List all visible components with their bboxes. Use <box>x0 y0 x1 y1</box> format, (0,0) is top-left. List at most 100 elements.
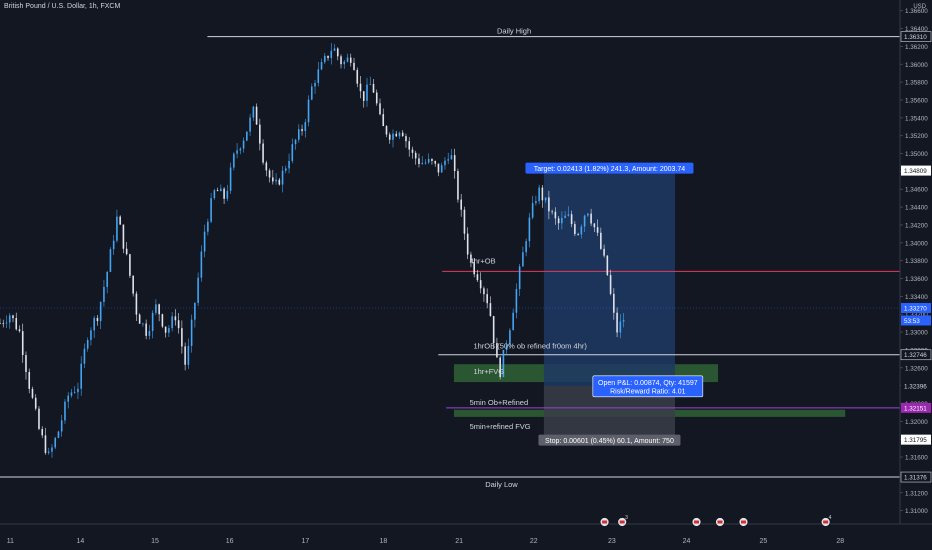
candle-46 <box>148 330 151 336</box>
candle-135 <box>437 163 440 173</box>
candle-102 <box>330 50 333 58</box>
candle-62 <box>200 251 203 278</box>
event-flag-4 <box>740 520 746 524</box>
candle-32 <box>103 286 105 302</box>
candle-156 <box>505 344 508 350</box>
target-label-bg <box>525 162 694 174</box>
y-tick-label-16: 1.34200 <box>905 222 928 229</box>
candle-10 <box>31 388 34 398</box>
candle-9 <box>28 371 31 389</box>
event-label-5: 4 <box>829 515 832 521</box>
candle-138 <box>447 159 449 161</box>
y-tick-label-5: 1.32000 <box>905 419 928 426</box>
x-tick-label-10: 25 <box>759 538 767 545</box>
candle-16 <box>51 447 53 452</box>
x-tick-label-3: 16 <box>226 538 234 545</box>
zone-label-1: 5min+refined FVG <box>470 422 531 431</box>
candle-107 <box>346 57 349 62</box>
pnl-label: Open P&L: 0.00874, Qty: 41597 <box>598 380 698 387</box>
x-tick-label-6: 21 <box>455 538 463 545</box>
candle-134 <box>434 161 437 164</box>
y-tick-label-15: 1.34000 <box>905 240 928 247</box>
candle-76 <box>246 131 248 141</box>
price-label-0: 1.36310 <box>904 34 927 41</box>
y-tick-label-11: 1.33200 <box>905 312 928 319</box>
price-label-bg-6 <box>901 402 931 413</box>
candle-45 <box>145 323 147 336</box>
candle-165 <box>535 201 537 204</box>
price-axis-bg <box>900 0 932 550</box>
candle-17 <box>54 437 57 448</box>
stop-label: Stop: 0.00601 (0.45%) 60.1, Amount: 750 <box>545 438 674 445</box>
candle-140 <box>453 155 456 172</box>
candle-83 <box>268 170 271 178</box>
candle-167 <box>541 187 544 201</box>
candle-175 <box>567 214 570 216</box>
y-tick-label-8: 1.32600 <box>905 365 928 372</box>
target-label: Target: 0.02413 (1.82%) 241.3, Amount: 2… <box>534 166 685 173</box>
candle-23 <box>73 392 76 393</box>
candle-164 <box>531 203 534 218</box>
candle-123 <box>398 132 401 137</box>
candle-66 <box>213 190 216 199</box>
candle-55 <box>177 320 180 329</box>
candle-91 <box>294 139 297 145</box>
event-flag-2 <box>694 520 700 524</box>
candle-99 <box>320 62 323 70</box>
candle-180 <box>583 215 586 227</box>
candle-178 <box>577 234 579 235</box>
candle-2 <box>5 322 8 324</box>
candle-177 <box>574 224 576 235</box>
candle-150 <box>486 294 488 304</box>
candle-44 <box>142 323 144 325</box>
candle-54 <box>174 316 177 321</box>
candle-8 <box>25 355 27 372</box>
level-label-2: 1hrOB (50% ob refined fr0om 4hr) <box>473 342 587 351</box>
candle-65 <box>210 198 212 222</box>
candle-122 <box>395 133 398 137</box>
candle-146 <box>473 262 475 275</box>
pnl-box <box>592 375 704 398</box>
candle-63 <box>203 231 206 252</box>
candle-136 <box>440 165 443 173</box>
candle-149 <box>483 288 485 295</box>
candle-69 <box>223 188 225 199</box>
candle-119 <box>385 126 388 135</box>
candle-3 <box>8 315 11 323</box>
candle-174 <box>564 215 566 218</box>
candle-160 <box>518 266 521 290</box>
chart-title: British Pound / U.S. Dollar, 1h, FXCM <box>4 3 121 10</box>
candle-12 <box>38 408 40 429</box>
candle-137 <box>444 160 446 166</box>
candle-184 <box>596 227 599 233</box>
level-label-3: 5min Ob+Refined <box>470 398 529 407</box>
candle-47 <box>151 312 154 331</box>
candle-121 <box>392 133 394 140</box>
candle-79 <box>255 106 258 125</box>
candle-145 <box>470 254 472 263</box>
y-tick-label-14: 1.33800 <box>905 258 928 265</box>
candle-131 <box>424 162 427 164</box>
candle-48 <box>155 304 157 313</box>
candle-161 <box>522 252 524 267</box>
candle-152 <box>492 316 495 344</box>
candle-159 <box>515 289 518 313</box>
candle-36 <box>116 216 118 241</box>
candle-168 <box>544 197 547 201</box>
candle-111 <box>359 83 362 92</box>
candle-58 <box>187 345 190 365</box>
candle-105 <box>340 56 342 65</box>
price-label-1: 1.34809 <box>904 168 927 175</box>
candle-185 <box>600 232 602 249</box>
stop-label-bg <box>538 434 681 446</box>
candle-120 <box>388 134 391 140</box>
candle-13 <box>41 428 44 436</box>
event-label-1: 3 <box>625 515 628 521</box>
x-tick-label-1: 14 <box>76 538 84 545</box>
candle-143 <box>463 209 466 234</box>
candle-49 <box>158 304 160 315</box>
candle-61 <box>197 277 199 303</box>
candle-87 <box>281 170 284 185</box>
candle-188 <box>609 275 612 294</box>
